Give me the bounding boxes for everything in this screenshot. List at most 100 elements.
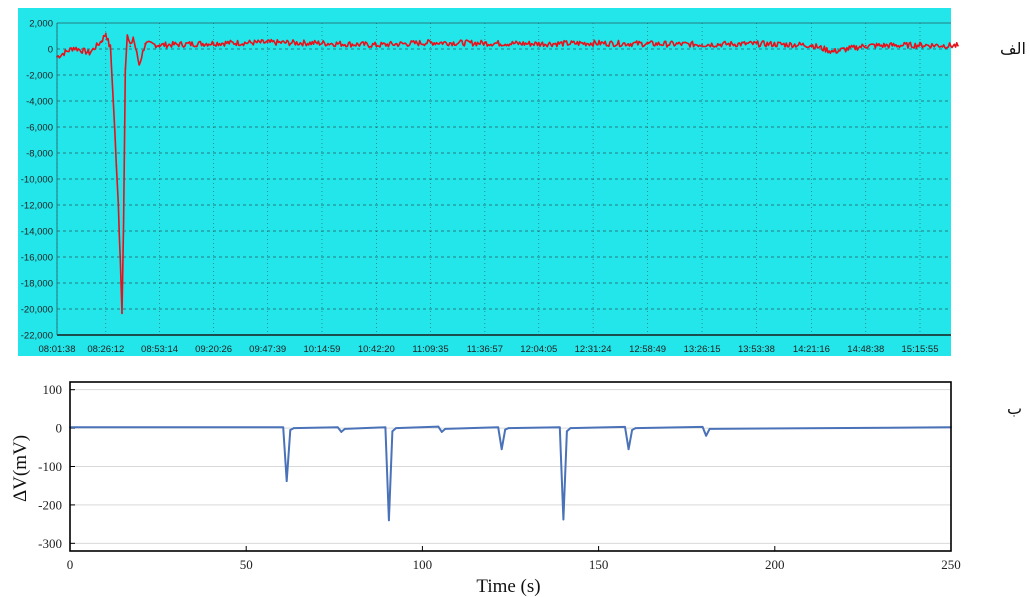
panel-b-data-point <box>289 429 292 431</box>
panel-a-data-point <box>321 42 323 45</box>
panel-a-y-tick-label: -8,000 <box>26 149 53 160</box>
panel-a-y-tick-label: 2,000 <box>29 19 53 30</box>
panel-a-data-point <box>810 44 813 46</box>
panel-a-data-point <box>119 256 122 258</box>
panel-a-x-tick-label: 10:14:59 <box>303 344 340 355</box>
panel-a-data-point <box>701 43 703 46</box>
panel-a-y-tick-label: -4,000 <box>26 97 53 108</box>
panel-a-data-point <box>138 63 141 66</box>
panel-a-y-tick-label: -22,000 <box>21 331 53 342</box>
panel-b-x-tick-label: 0 <box>67 557 74 572</box>
panel-a-series <box>56 32 959 315</box>
panel-b-data-point <box>384 426 387 429</box>
panel-a-data-point <box>831 50 834 53</box>
panel-b-chart: 100 0 -100 -200 -300 0 50 100 150 200 250 Time (s… <box>10 381 961 597</box>
panel-a-data-point <box>112 100 115 102</box>
panel-b-data-point <box>437 425 440 428</box>
panel-a-y-tick-label: -6,000 <box>26 123 53 134</box>
panel-a-x-tick-label: 14:21:16 <box>793 344 830 355</box>
panel-a-data-point <box>646 42 649 45</box>
panel-b-data-point <box>558 426 561 429</box>
panel-b-y-tick-label: -100 <box>38 459 62 474</box>
panel-b-data-point <box>631 429 633 431</box>
panel-a-gridlines <box>56 22 951 336</box>
panel-a-data-point <box>132 36 135 39</box>
panel-a-data-point <box>109 48 112 50</box>
panel-a-x-tick-label: 09:20:26 <box>195 344 232 355</box>
panel-b-x-axis-title: Time (s) <box>476 576 540 597</box>
panel-b-data-point <box>565 430 568 433</box>
panel-a-x-tick-labels: 08:01:38 08:26:12 08:53:14 09:20:26 09:47:39… <box>39 344 939 355</box>
panel-a-data-point <box>429 41 432 44</box>
panel-a-x-tick-label: 08:26:12 <box>87 344 124 355</box>
panel-b-data-point <box>705 434 707 437</box>
panel-a-x-tick-label: 12:31:24 <box>575 344 612 355</box>
panel-b-x-tick-label: 200 <box>765 557 785 572</box>
panel-b-data-point <box>500 448 503 451</box>
panel-b-data-point <box>627 448 630 451</box>
panel-b-data-point <box>562 518 565 521</box>
panel-a-x-tick-label: 08:01:38 <box>39 344 76 355</box>
panel-a-data-point <box>919 44 921 46</box>
panel-a-data-point <box>104 32 107 35</box>
panel-a-data-point <box>122 217 125 219</box>
panel-a-axes <box>56 23 951 336</box>
panel-a-x-tick-label: 14:48:38 <box>847 344 884 355</box>
panel-a-y-tick-label: -20,000 <box>21 305 53 316</box>
panel-b-y-tick-label: -200 <box>38 497 62 512</box>
panel-b-data-point <box>343 427 346 430</box>
panel-a-y-tick-label: -2,000 <box>26 71 53 82</box>
panel-a-data-point <box>158 44 161 46</box>
panel-a-x-tick-label: 10:42:20 <box>358 344 395 355</box>
panel-a-data-point <box>121 312 123 314</box>
panel-b-data-point <box>624 426 626 428</box>
panel-b-data-point <box>634 427 637 429</box>
panel-a-x-tick-label: 12:04:05 <box>520 344 557 355</box>
panel-a-x-tick-label: 15:15:55 <box>902 344 939 355</box>
panel-a-data-point <box>537 42 540 45</box>
panel-a-data-point <box>375 44 378 46</box>
panel-a-y-tick-label: 0 <box>48 45 53 56</box>
panel-b-data-point <box>336 426 339 429</box>
panel-b-data-point <box>440 431 443 433</box>
panel-a-data-point <box>100 40 103 43</box>
panel-b-y-tick-label: 100 <box>43 382 63 397</box>
panel-b-data-point <box>497 426 500 429</box>
panel-a-data-point <box>88 52 91 54</box>
panel-b-x-tick-label: 100 <box>413 557 433 572</box>
panel-a-data-point <box>72 46 75 49</box>
panel-b-data-point <box>388 519 390 522</box>
panel-a-x-tick-label: 11:09:35 <box>412 344 448 355</box>
panel-a-y-tick-label: -12,000 <box>21 201 53 212</box>
panel-b-data-point <box>395 427 397 429</box>
panel-a-x-tick-label: 13:26:15 <box>684 344 721 355</box>
panel-a-data-point <box>144 42 147 45</box>
panel-b-y-tick-labels: 100 0 -100 -200 -300 <box>38 382 62 551</box>
panel-a-data-point <box>124 67 127 70</box>
panel-a-data-point <box>129 45 132 48</box>
panel-a-series-line <box>56 33 959 315</box>
panel-b-data-point <box>708 427 711 430</box>
panel-a-data-point <box>957 44 959 47</box>
panel-a-data-point <box>592 42 594 45</box>
panel-b-data-point <box>282 426 285 429</box>
panel-b-data-point <box>340 431 343 433</box>
panel-a-data-point <box>266 41 269 44</box>
panel-a-y-tick-label: -16,000 <box>21 253 53 264</box>
panel-a-chart: 2,000 0 -2,000 -4,000 -6,000 -8,000 -10,000 -12… <box>18 8 959 356</box>
panel-b-data-point <box>701 426 704 428</box>
panel-a-label: الف <box>1000 39 1026 58</box>
panel-b-gridlines <box>69 389 952 551</box>
panel-a-x-tick-label: 12:58:49 <box>629 344 666 355</box>
panel-b-y-tick-label: -300 <box>38 536 62 551</box>
panel-a-y-tick-label: -10,000 <box>21 175 53 186</box>
panel-a-background <box>18 8 951 356</box>
panel-a-data-point <box>115 165 118 167</box>
panel-b-y-tick-label: 0 <box>56 421 63 436</box>
panel-b-data-point <box>391 430 394 433</box>
panel-b-data-point <box>507 427 510 429</box>
panel-a-data-point <box>483 42 486 45</box>
panel-a-y-tick-label: -18,000 <box>21 279 53 290</box>
panel-a-y-tick-labels: 2,000 0 -2,000 -4,000 -6,000 -8,000 -10,000 -12… <box>21 19 53 342</box>
